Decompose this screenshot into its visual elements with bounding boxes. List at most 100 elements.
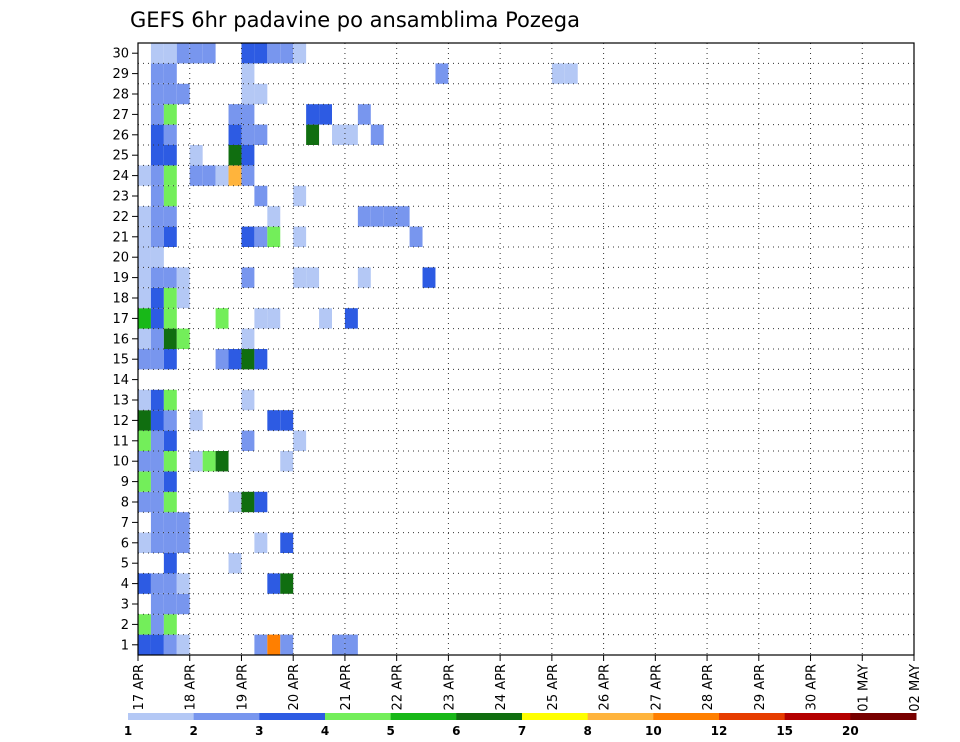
heatmap-cell: [280, 410, 294, 431]
heatmap-cell: [163, 491, 177, 513]
heatmap-cell: [150, 451, 164, 472]
heatmap-cell: [150, 471, 164, 492]
x-tick-label: 28 APR: [701, 664, 716, 710]
x-axis: 17 APR 18 APR 19 APR 20 APR 21 APR 22 APR 23 A…: [132, 655, 923, 712]
y-tick-label: 22: [112, 210, 129, 225]
y-tick-label: 30: [112, 47, 129, 62]
y-tick-label: 2: [121, 618, 129, 633]
heatmap-cell: [150, 226, 164, 247]
plot-frame: [137, 42, 915, 656]
heatmap-cell: [241, 267, 255, 288]
heatmap-cell: [150, 430, 164, 451]
y-tick-label: 24: [112, 169, 129, 184]
x-tick-label: 01 MAY: [856, 664, 871, 712]
heatmap-cell: [150, 349, 164, 370]
heatmap-cell: [396, 206, 410, 227]
heatmap-cell: [138, 491, 151, 513]
x-tick-label: 25 APR: [546, 664, 561, 710]
grid-lines: [138, 43, 914, 655]
heatmap-cell: [241, 328, 255, 349]
heatmap-cell: [138, 349, 151, 370]
heatmap-cell: [150, 43, 164, 64]
heatmap-cell: [293, 267, 307, 288]
colorbar-swatch: [193, 713, 260, 720]
y-axis: 1234567891011121314151617181920212223242…: [112, 47, 138, 653]
heatmap-cell: [189, 410, 203, 431]
colorbar-tick-label: 3: [255, 724, 263, 738]
colorbar-swatch: [259, 713, 326, 720]
heatmap-cell: [163, 185, 177, 207]
heatmap-cell: [241, 145, 255, 166]
heatmap-cell: [138, 532, 151, 553]
colorbar-swatch: [653, 713, 720, 720]
heatmap-cell: [280, 451, 294, 472]
heatmap-cell: [241, 165, 255, 186]
heatmap-cell: [228, 349, 242, 370]
heatmap-cell: [176, 634, 190, 655]
heatmap-cell: [306, 104, 320, 125]
heatmap-cell: [254, 308, 268, 329]
colorbar-swatch: [850, 713, 917, 720]
y-tick-label: 20: [112, 251, 129, 266]
heatmap-cell: [150, 389, 164, 411]
heatmap-cell: [344, 634, 358, 655]
heatmap-cell: [163, 349, 177, 370]
heatmap-cell: [319, 308, 332, 329]
heatmap-cell: [280, 43, 294, 64]
heatmap-cell: [306, 124, 320, 145]
y-tick-label: 8: [121, 496, 129, 511]
heatmap-cell: [163, 328, 177, 349]
x-tick-label: 24 APR: [494, 664, 509, 710]
y-tick-label: 28: [112, 88, 129, 103]
heatmap-cell: [241, 349, 255, 370]
heatmap-cell: [138, 430, 151, 451]
y-tick-label: 23: [112, 190, 129, 205]
heatmap-cell: [254, 532, 268, 553]
y-tick-label: 16: [112, 332, 129, 347]
heatmap-cell: [150, 287, 164, 309]
colorbar-tick-label: 20: [842, 724, 859, 738]
heatmap-cell: [163, 389, 177, 411]
chart-title: GEFS 6hr padavine po ansamblima Pozega: [130, 8, 580, 32]
heatmap-cell: [150, 247, 164, 268]
heatmap-cell: [163, 43, 177, 64]
heatmap-cell: [267, 43, 281, 64]
heatmap-cell: [163, 226, 177, 247]
heatmap-cell: [383, 206, 397, 227]
y-tick-label: 17: [112, 312, 129, 327]
heatmap-cell: [138, 287, 151, 309]
heatmap-cell: [241, 491, 255, 513]
heatmap-cell: [228, 104, 242, 125]
heatmap-cell: [138, 451, 151, 472]
y-tick-label: 21: [112, 230, 129, 245]
heatmap-cell: [215, 349, 229, 370]
heatmap-cell: [332, 634, 345, 655]
y-tick-label: 29: [112, 67, 129, 82]
heatmap-cell: [241, 226, 255, 247]
y-tick-label: 5: [121, 557, 129, 572]
heatmap-cell: [241, 63, 255, 84]
colorbar-swatch: [390, 713, 457, 720]
heatmap-cell: [267, 410, 281, 431]
x-tick-label: 02 MAY: [908, 664, 923, 712]
colorbar-tick-label: 1: [124, 724, 132, 738]
heatmap-cell: [150, 185, 164, 207]
heatmap-cell: [176, 267, 190, 288]
colorbar-tick-label: 6: [452, 724, 460, 738]
heatmap-cell: [176, 573, 190, 594]
heatmap-cell: [163, 63, 177, 84]
y-tick-label: 18: [112, 292, 129, 307]
heatmap-cell: [370, 124, 384, 145]
heatmap-cell: [163, 308, 177, 329]
y-tick-label: 3: [121, 598, 129, 613]
colorbar-tick-label: 4: [321, 724, 329, 738]
heatmap-cell: [163, 512, 177, 533]
x-tick-label: 17 APR: [132, 664, 147, 710]
heatmap-cell: [163, 573, 177, 594]
heatmap-cell: [254, 226, 268, 247]
heatmap-cell: [163, 451, 177, 472]
heatmap-cell: [280, 634, 294, 655]
heatmap-cell: [138, 165, 151, 186]
heatmap-cell: [176, 43, 190, 64]
heatmap-cell: [344, 124, 358, 145]
